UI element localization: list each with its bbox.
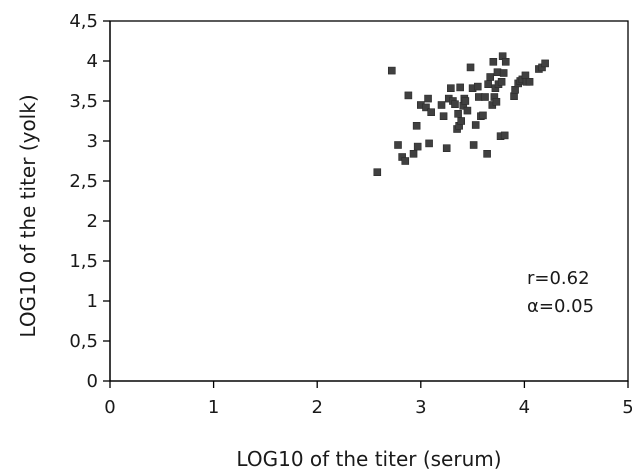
data-point <box>457 117 466 125</box>
data-points <box>373 52 549 176</box>
data-point <box>437 101 446 109</box>
data-point <box>413 142 422 151</box>
x-tick-label: 1 <box>208 397 219 418</box>
y-tick-label: 4,5 <box>69 11 98 32</box>
x-tick-label: 5 <box>622 397 632 418</box>
y-tick-label: 2,5 <box>69 171 98 192</box>
data-point <box>486 73 495 81</box>
data-point <box>471 121 480 129</box>
y-axis-title: LOG10 of the titer (yolk) <box>16 94 40 337</box>
y-axis-ticks: 0 0,5 1 1,5 2 2,5 3 3,5 4 4,5 <box>69 11 110 392</box>
data-point <box>373 168 382 176</box>
data-point <box>525 78 534 86</box>
x-tick-label: 3 <box>415 397 426 418</box>
data-point <box>394 141 402 149</box>
data-point <box>425 139 433 148</box>
data-point <box>461 97 470 105</box>
plot-area-frame <box>109 20 629 382</box>
data-point <box>412 122 421 130</box>
data-point <box>427 108 435 116</box>
x-tick-label: 2 <box>311 397 322 418</box>
data-point <box>422 103 430 112</box>
x-axis-title: LOG10 of the titer (serum) <box>236 447 501 471</box>
y-tick-label: 2 <box>87 211 98 232</box>
data-point <box>489 57 498 66</box>
data-point <box>473 82 482 91</box>
data-point <box>500 131 509 140</box>
data-point <box>483 150 491 158</box>
y-tick-label: 1,5 <box>69 251 98 272</box>
data-point <box>479 111 487 120</box>
data-point <box>463 106 472 115</box>
data-point <box>454 110 462 118</box>
y-tick-label: 3 <box>87 131 98 152</box>
data-point <box>481 93 489 101</box>
data-point <box>447 84 455 92</box>
data-point <box>497 78 506 86</box>
data-point <box>456 83 464 92</box>
data-point <box>404 91 413 100</box>
data-point <box>451 100 459 108</box>
data-point <box>521 71 530 80</box>
data-point <box>469 141 478 149</box>
x-tick-label: 4 <box>519 397 530 418</box>
data-point <box>501 57 510 66</box>
data-point <box>484 80 492 88</box>
data-point <box>499 69 508 77</box>
y-tick-label: 3,5 <box>69 91 98 112</box>
data-point <box>387 66 396 75</box>
data-point <box>466 63 475 72</box>
data-point <box>439 112 448 120</box>
correlation-annotation: r=0.62 <box>527 268 590 289</box>
data-point <box>492 98 501 106</box>
data-point <box>510 92 518 100</box>
data-point <box>401 157 410 165</box>
x-axis-ticks: 0 1 2 3 4 5 <box>104 381 632 418</box>
alpha-annotation: α=0.05 <box>527 296 594 317</box>
y-tick-label: 0,5 <box>69 331 98 352</box>
y-tick-label: 1 <box>87 291 98 312</box>
data-point <box>409 150 418 158</box>
data-point <box>541 59 549 68</box>
data-point <box>424 94 432 103</box>
data-point <box>511 86 519 94</box>
y-tick-label: 4 <box>87 51 98 72</box>
y-tick-label: 0 <box>87 371 98 392</box>
x-tick-label: 0 <box>104 397 115 418</box>
data-point <box>442 144 451 152</box>
